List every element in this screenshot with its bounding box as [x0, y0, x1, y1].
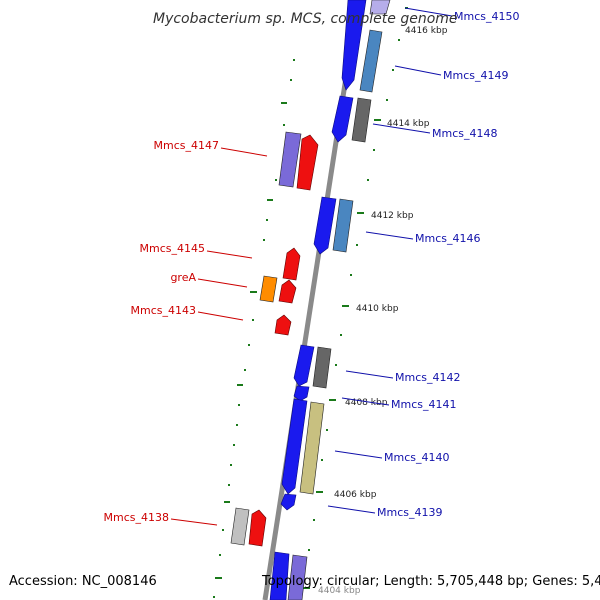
tick-label-4406: 4406 kbp [334, 490, 377, 500]
gene-label-mmcs_4150[interactable]: Mmcs_4150 [454, 10, 519, 23]
gene-mmcs_4147-cds [296, 134, 319, 191]
gene-mmcs_4147-cog [278, 131, 302, 188]
gene-mmcs_4150-cog [369, 0, 391, 15]
gene-label-mmcs_4142[interactable]: Mmcs_4142 [395, 371, 460, 384]
tick-label-4410: 4410 kbp [356, 304, 399, 314]
gene-label-mmcs_4139[interactable]: Mmcs_4139 [377, 506, 442, 519]
gene-label-mmcs_4143[interactable]: Mmcs_4143 [131, 304, 196, 317]
gene-label-mmcs_4138[interactable]: Mmcs_4138 [104, 511, 169, 524]
gene-mmcs_4149-cog [359, 29, 383, 93]
forward-cds [269, 0, 367, 600]
reverse-leaders [170, 147, 268, 526]
tick-label-4416: 4416 kbp [405, 26, 448, 36]
gene-mmcs_4150-cds [341, 0, 367, 91]
reverse-cds [248, 134, 319, 547]
tick-label-4414: 4414 kbp [387, 119, 430, 129]
gene-label-mmcs_4149[interactable]: Mmcs_4149 [443, 69, 508, 82]
reverse-cog [230, 131, 302, 546]
genome-summary-text: Topology: circular; Length: 5,705,448 bp… [262, 574, 600, 589]
gene-mmcs_4148-cds [331, 95, 354, 143]
gene-next-cds [269, 551, 290, 600]
gene-mmcs_4140-cds [281, 398, 308, 495]
gene-label-mmcs_4140[interactable]: Mmcs_4140 [384, 451, 449, 464]
gene-mmcs_4148-cog [351, 97, 372, 143]
gene-label-mmcs_4141[interactable]: Mmcs_4141 [391, 398, 456, 411]
gene-mmcs_4140-cog [299, 401, 325, 495]
tick-label-4408: 4408 kbp [345, 398, 388, 408]
gene-next-cog [287, 554, 308, 600]
gene-mmcs_4141-cds [293, 385, 310, 402]
gene-mmcs_4138-cds [248, 509, 267, 547]
forward-cog [287, 0, 391, 600]
gene-mmcs_4139-cds [280, 493, 297, 511]
map-title: Mycobacterium sp. MCS, complete genome [153, 11, 458, 27]
tick-label-4404: 4404 kbp [318, 586, 361, 596]
gene-label-mmcs_4148[interactable]: Mmcs_4148 [432, 127, 497, 140]
accession-text: Accession: NC_008146 [9, 574, 157, 589]
tick-label-4412: 4412 kbp [371, 211, 414, 221]
gene-label-grea[interactable]: greA [170, 271, 196, 284]
forward-leaders [327, 7, 453, 514]
gene-mmcs_4138-cog [230, 507, 250, 546]
gene-mmcs_4142-cog [312, 346, 332, 389]
gene-label-mmcs_4147[interactable]: Mmcs_4147 [154, 139, 219, 152]
gene-grea-cds [278, 279, 297, 304]
outer-ticks [303, 7, 408, 589]
gene-label-mmcs_4146[interactable]: Mmcs_4146 [415, 232, 480, 245]
gene-label-mmcs_4145[interactable]: Mmcs_4145 [140, 242, 205, 255]
inner-ticks [213, 59, 295, 598]
gene-mmcs_4143-cds [274, 314, 292, 336]
gene-mmcs_4145-cds [282, 247, 301, 281]
gene-mmcs_4146-cds [313, 196, 337, 255]
gene-grea-cog [259, 275, 278, 303]
gene-mmcs_4146-cog [332, 198, 354, 253]
gene-mmcs_4142-cds [293, 344, 315, 387]
